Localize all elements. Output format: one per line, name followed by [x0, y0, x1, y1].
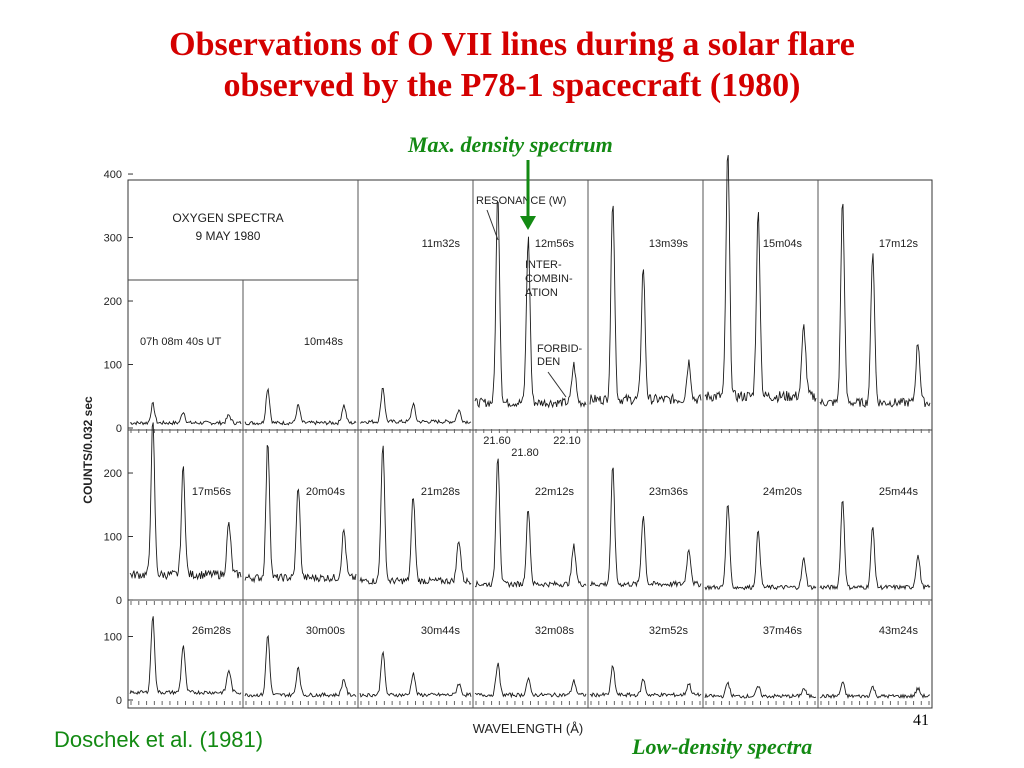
spectrum-series-4-1 [589, 467, 702, 588]
spectrum-series-0-2 [129, 616, 242, 696]
panel-time-label: 15m04s [763, 238, 803, 250]
y-tick-label: 0 [116, 595, 122, 607]
citation: Doschek et al. (1981) [54, 727, 264, 752]
spectrum-series-5-1 [704, 504, 817, 591]
panel-time-label: 20m04s [306, 486, 346, 498]
panel-time-label: 37m46s [763, 625, 803, 637]
panel-time-label: 23m36s [649, 486, 689, 498]
title-line-1: Observations of O VII lines during a sol… [169, 26, 855, 63]
y-tick-label: 200 [104, 296, 122, 308]
page-number: 41 [913, 712, 929, 729]
spectrum-series-3-0 [474, 201, 587, 409]
forbidden-leader [547, 371, 567, 398]
forbidden-label: FORBID- [537, 343, 583, 355]
intercombination-label: COMBIN- [525, 273, 573, 285]
spectrum-series-6-2 [819, 681, 931, 700]
panel-time-label: 22m12s [535, 486, 575, 498]
spectrum-series-0-0 [129, 401, 242, 426]
spectrum-series-4-0 [589, 205, 702, 406]
panel-time-label: 25m44s [879, 486, 919, 498]
spectrum-series-3-1 [475, 458, 587, 589]
panel-time-label: 43m24s [879, 625, 919, 637]
x-axis-label: WAVELENGTH (Å) [473, 721, 584, 736]
y-tick-label: 0 [116, 695, 122, 707]
y-tick-label: 300 [104, 233, 122, 245]
spectrum-series-2-1 [359, 445, 472, 586]
panel-time-label: 26m28s [192, 625, 232, 637]
spectrum-series-6-0 [819, 203, 931, 408]
resonance-leader [486, 209, 499, 241]
y-tick-label: 200 [104, 468, 122, 480]
spectrum-series-1-0 [244, 387, 357, 426]
panel-time-label: 24m20s [763, 486, 803, 498]
panel-time-label: 12m56s [535, 238, 575, 250]
max-density-arrowhead [520, 216, 536, 230]
panel-time-label: 32m08s [535, 625, 575, 637]
low-density-label: Low-density spectra [632, 734, 813, 759]
spectrum-series-5-2 [704, 681, 817, 699]
intercombination-label: INTER- [525, 259, 562, 271]
spectrum-series-5-0 [704, 155, 817, 404]
chart-subtitle: 9 MAY 1980 [196, 229, 261, 243]
panel-time-label: 07h 08m 40s UT [140, 336, 222, 348]
resonance-label: RESONANCE (W) [476, 195, 566, 207]
panel-time-label: 17m12s [879, 238, 919, 250]
spectrum-series-1-2 [244, 634, 357, 698]
spectrum-series-0-1 [129, 422, 242, 581]
y-tick-label: 400 [104, 169, 122, 181]
panel-time-label: 10m48s [304, 336, 344, 348]
wavelength-tick-label: 21.60 [483, 435, 511, 447]
y-tick-label: 100 [104, 632, 122, 644]
slide-title: Observations of O VII lines during a sol… [0, 24, 1024, 107]
y-tick-label: 100 [104, 532, 122, 544]
title-line-2: observed by the P78-1 spacecraft (1980) [223, 67, 801, 105]
panel-time-label: 11m32s [422, 238, 461, 250]
panel-time-label: 30m44s [421, 625, 461, 637]
max-density-label: Max. density spectrum [408, 132, 613, 157]
spectrum-series-6-1 [819, 500, 931, 591]
chart-title: OXYGEN SPECTRA [172, 211, 283, 225]
panel-time-label: 21m28s [421, 486, 461, 498]
y-axis-label: COUNTS/0.032 sec [81, 396, 95, 504]
spectrum-series-2-0 [359, 387, 472, 425]
forbidden-label: DEN [537, 356, 560, 368]
wavelength-tick-label: 22.10 [553, 435, 581, 447]
y-tick-label: 100 [104, 360, 122, 372]
spectrum-series-4-2 [589, 664, 702, 698]
spectrum-series-3-2 [474, 662, 587, 699]
intercombination-label: ATION [525, 287, 558, 299]
chart-frame [127, 179, 933, 709]
panel-time-label: 32m52s [649, 625, 689, 637]
wavelength-tick-label: 21.80 [511, 447, 539, 459]
spectrum-series-2-2 [359, 650, 472, 698]
y-tick-label: 0 [116, 423, 122, 435]
spectrum-series-1-1 [244, 444, 357, 584]
panel-time-label: 17m56s [192, 486, 232, 498]
panel-time-label: 30m00s [306, 625, 346, 637]
panel-time-label: 13m39s [649, 238, 689, 250]
